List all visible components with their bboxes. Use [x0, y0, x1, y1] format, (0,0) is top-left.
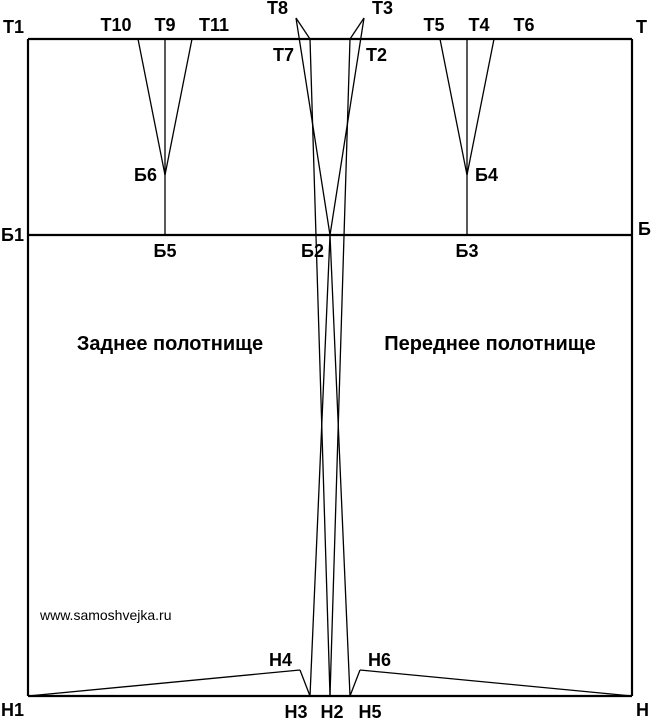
watermark: www.samoshvejka.ru [39, 607, 172, 623]
edge-B2-H5 [330, 235, 350, 696]
edge-H4-H1 [28, 670, 300, 696]
label-H4: Н4 [269, 650, 292, 670]
label-B3: Б3 [456, 241, 479, 261]
label-T2: Т2 [366, 45, 387, 65]
label-T: Т [636, 17, 647, 37]
label-T11: Т11 [199, 15, 229, 35]
edge-T7-H2 [310, 39, 330, 696]
label-T3: Т3 [372, 0, 393, 18]
label-H5: Н5 [358, 702, 381, 722]
edge-B2-H3 [310, 235, 330, 696]
region-front-label: Переднее полотнище [384, 333, 596, 355]
label-B2: Б2 [301, 241, 324, 261]
label-T9: Т9 [154, 15, 175, 35]
label-B1: Б1 [1, 225, 24, 245]
edge-T6-B4 [467, 39, 494, 175]
label-H6: Н6 [368, 650, 391, 670]
label-B5: Б5 [154, 241, 177, 261]
edge-H6-H [360, 670, 632, 696]
label-T10: Т10 [100, 15, 131, 35]
label-B4: Б4 [475, 165, 498, 185]
label-T8: Т8 [267, 0, 288, 18]
edges-layer [28, 18, 632, 696]
label-H2: Н2 [320, 702, 343, 722]
label-T5: Т5 [423, 15, 444, 35]
edge-T2-H2 [330, 39, 350, 696]
pattern-diagram: Т1 Т Б1 Б Н1 Н Т10 Т9 Т11 Т8 Т7 Т3 Т2 Т5 Т4 Т6 Б6 Б5 Б2 Б3 Б… [0, 0, 660, 726]
edge-T5-B4 [440, 39, 467, 175]
label-T1: Т1 [3, 17, 24, 37]
label-H3: Н3 [284, 702, 307, 722]
label-T4: Т4 [468, 15, 489, 35]
label-T7: Т7 [273, 45, 294, 65]
edge-H4-H3 [300, 670, 310, 696]
edge-H6-H5 [350, 670, 360, 696]
label-T6: Т6 [513, 15, 534, 35]
label-H1: Н1 [1, 700, 24, 720]
label-H: Н [636, 700, 649, 720]
label-B6: Б6 [134, 165, 157, 185]
edge-T11-B6 [165, 39, 192, 175]
region-back-label: Заднее полотнище [77, 333, 263, 355]
edge-T10-B6 [138, 39, 165, 175]
label-B: Б [638, 219, 651, 239]
